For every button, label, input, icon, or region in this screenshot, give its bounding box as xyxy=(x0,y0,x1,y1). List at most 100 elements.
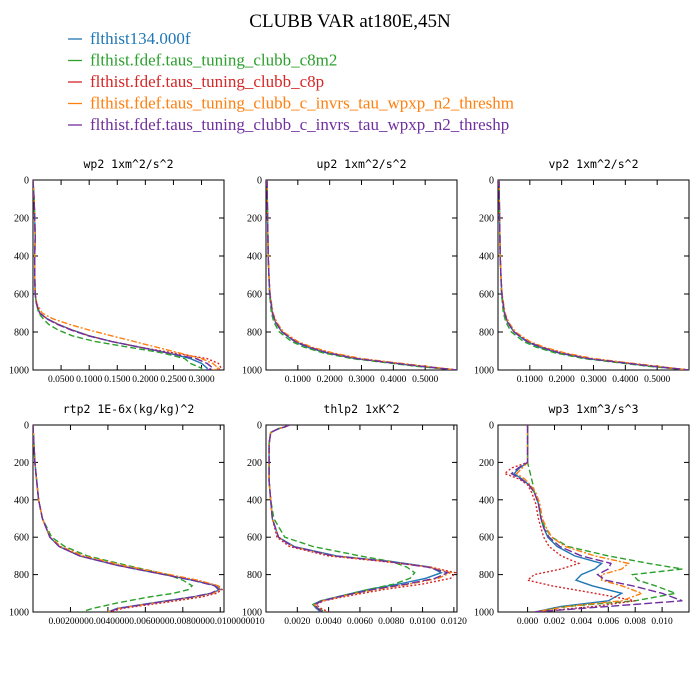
y-tick-label: 1000 xyxy=(242,608,262,619)
series-line-5 xyxy=(266,180,457,370)
panel-title: rtp2 1E-6x(kg/kg)^2 xyxy=(63,402,195,416)
x-tick-label: 0.002 xyxy=(544,617,566,627)
x-tick-label: 0.006 xyxy=(598,617,620,627)
legend-label: flthist.fdef.taus_tuning_clubb_c8m2 xyxy=(90,51,337,70)
x-tick-label: 0.5000 xyxy=(644,375,670,385)
panel-title: vp2 1xm^2/s^2 xyxy=(548,157,638,171)
x-tick-label: 0.1000 xyxy=(285,375,311,385)
series-line-5 xyxy=(33,425,220,612)
series-line-3 xyxy=(268,425,457,612)
y-tick-label: 0 xyxy=(257,421,262,432)
series-line-5 xyxy=(33,180,215,370)
x-tick-label: 0.010 xyxy=(651,617,673,627)
y-tick-label: 200 xyxy=(247,214,262,225)
y-tick-label: 0 xyxy=(489,421,494,432)
y-tick-label: 400 xyxy=(479,252,494,263)
series-line-1 xyxy=(513,425,624,612)
x-tick-label: 0.0120 xyxy=(441,617,467,627)
x-tick-label: 0.008 xyxy=(625,617,647,627)
y-tick-label: 400 xyxy=(479,495,494,506)
plot-frame xyxy=(32,179,225,371)
panel-2: up2 1xm^2/s^2 0 200 400 600 800 1000 0.1000 0.20… xyxy=(242,157,458,385)
legend-label: flthist.fdef.taus_tuning_clubb_c_invrs_t… xyxy=(90,115,509,134)
y-tick-label: 400 xyxy=(247,495,262,506)
y-tick-label: 200 xyxy=(14,214,29,225)
y-tick-label: 400 xyxy=(14,252,29,263)
x-tick-label: 0.1500 xyxy=(104,375,130,385)
series-line-5 xyxy=(510,425,683,612)
x-tick-label: 0.1000 xyxy=(517,375,543,385)
series-line-5 xyxy=(498,180,689,370)
series-line-2 xyxy=(526,425,683,612)
y-tick-label: 200 xyxy=(479,458,494,469)
y-tick-label: 600 xyxy=(247,533,262,544)
y-tick-label: 0 xyxy=(24,176,29,187)
x-tick-label: 0.1000 xyxy=(76,375,102,385)
series-line-1 xyxy=(33,425,222,612)
x-tick-label: 0.2500 xyxy=(160,375,186,385)
series-line-4 xyxy=(33,180,220,370)
x-tick-label: 0.0020 xyxy=(284,617,310,627)
plot-frame xyxy=(32,424,225,613)
y-tick-label: 1000 xyxy=(9,608,29,619)
series-line-2 xyxy=(33,425,194,612)
x-tick-label: 0.000 xyxy=(517,617,539,627)
x-tick-label: 0.4000 xyxy=(380,375,406,385)
panel-5: thlp2 1xK^2 0 200 400 600 800 1000 0.0020 0.0040… xyxy=(242,402,467,627)
x-tick-label: 0.4000 xyxy=(612,375,638,385)
series-line-1 xyxy=(33,180,208,370)
plot-frame xyxy=(265,424,458,613)
x-tick-label: 0.2000 xyxy=(549,375,575,385)
y-tick-label: 1000 xyxy=(474,366,494,377)
legend-label: flthist.fdef.taus_tuning_clubb_c8p xyxy=(90,72,324,91)
y-tick-label: 1000 xyxy=(242,366,262,377)
x-tick-label: 0.0500 xyxy=(48,375,74,385)
x-tick-label: 0.0060 xyxy=(347,617,373,627)
y-tick-label: 1000 xyxy=(474,608,494,619)
y-tick-label: 600 xyxy=(247,290,262,301)
x-tick-label: 0.3000 xyxy=(188,375,214,385)
y-tick-label: 800 xyxy=(479,328,494,339)
panel-title: wp2 1xm^2/s^2 xyxy=(83,157,173,171)
panel-4: rtp2 1E-6x(kg/kg)^2020040060080010000.00… xyxy=(9,402,265,627)
figure-title: CLUBB VAR at180E,45N xyxy=(249,11,451,32)
panel-1: wp2 1xm^2/s^2 0 200 400 600 800 1000 0.0500 0.10… xyxy=(9,157,225,385)
y-tick-label: 0 xyxy=(489,176,494,187)
y-tick-label: 200 xyxy=(247,458,262,469)
y-tick-label: 0 xyxy=(257,176,262,187)
x-tick-label: 0.2000 xyxy=(317,375,343,385)
y-tick-label: 400 xyxy=(14,495,29,506)
y-tick-label: 200 xyxy=(14,458,29,469)
x-tick-label: 0.004 xyxy=(571,617,593,627)
series-line-1 xyxy=(268,425,444,612)
y-tick-label: 600 xyxy=(14,533,29,544)
y-tick-label: 200 xyxy=(479,214,494,225)
series-line-3 xyxy=(503,425,636,612)
y-tick-label: 800 xyxy=(479,570,494,581)
y-tick-label: 800 xyxy=(247,328,262,339)
x-tick-label: 0.3000 xyxy=(348,375,374,385)
x-tick-label: 0.2000 xyxy=(132,375,158,385)
x-tick-label: 0.5000 xyxy=(412,375,438,385)
y-tick-label: 600 xyxy=(479,290,494,301)
series-line-3 xyxy=(33,180,223,370)
y-tick-label: 1000 xyxy=(9,366,29,377)
y-tick-label: 0 xyxy=(24,421,29,432)
x-tick-label: 0.0080 xyxy=(378,617,404,627)
series-line-3 xyxy=(33,425,224,612)
x-tick-label: 0.0040 xyxy=(316,617,342,627)
y-tick-label: 400 xyxy=(247,252,262,263)
panel-title: thlp2 1xK^2 xyxy=(323,402,399,416)
legend-label: flthist.fdef.taus_tuning_clubb_c_invrs_t… xyxy=(90,94,514,113)
legend-label: flthist134.000f xyxy=(90,29,191,48)
y-tick-label: 800 xyxy=(14,328,29,339)
x-tick-labels: 0.00200000.00400000.00600000.00800000.01… xyxy=(48,617,264,627)
x-tick-label: 0.0100 xyxy=(409,617,435,627)
plot-frame xyxy=(497,424,690,613)
panel-title: wp3 1xm^3/s^3 xyxy=(548,402,638,416)
y-tick-label: 800 xyxy=(247,570,262,581)
y-tick-label: 800 xyxy=(14,570,29,581)
panel-title: up2 1xm^2/s^2 xyxy=(316,157,406,171)
